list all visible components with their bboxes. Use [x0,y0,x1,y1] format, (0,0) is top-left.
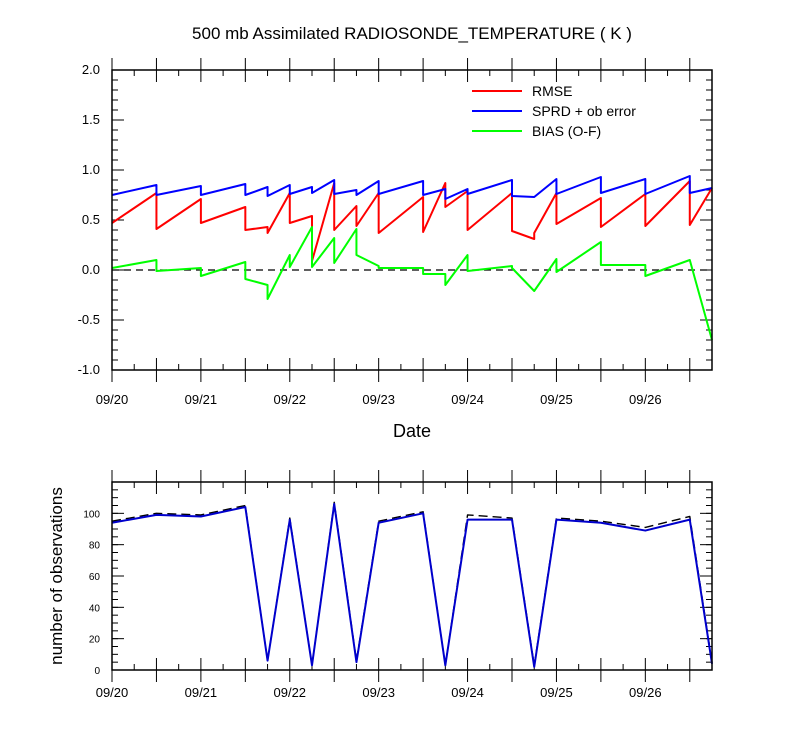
x-tick-label: 09/21 [185,685,218,700]
x-tick-label: 09/22 [274,392,307,407]
top-plot-frame [111,69,713,371]
bottom-series-lines [111,501,713,668]
y-tick-label: 20 [89,635,101,646]
top-y-tick-labels: 2.0 1.5 1.0 0.5 0.0 -0.5 -1.0 [78,62,100,377]
x-tick-label: 09/22 [274,685,307,700]
y-tick-label: 2.0 [82,62,100,77]
legend: RMSE SPRD + ob error BIAS (O-F) [472,83,636,139]
y-tick-label: 80 [89,541,101,552]
bottom-y-tick-labels: 0 20 40 60 80 100 [83,509,100,677]
top-x-tick-labels: 09/20 09/21 09/22 09/23 09/24 09/25 09/26 [96,392,662,407]
y-tick-label: 1.5 [82,112,100,127]
legend-label: RMSE [532,83,572,99]
x-tick-label: 09/24 [451,392,484,407]
x-tick-label: 09/21 [185,392,218,407]
legend-label: SPRD + ob error [532,103,636,119]
x-tick-label: 09/23 [362,392,395,407]
x-tick-label: 09/24 [451,685,484,700]
top-series-lines [111,175,713,341]
y-tick-label: 60 [89,572,101,583]
top-panel: 500 mb Assimilated RADIOSONDE_TEMPERATUR… [78,24,713,441]
legend-label: BIAS (O-F) [532,123,601,139]
y-tick-label: 0.0 [82,262,100,277]
bottom-axis-ticks [111,470,713,682]
y-tick-label: -0.5 [78,312,100,327]
y-tick-label: 0 [94,666,100,677]
series-line-bias-o-f [111,226,713,341]
series-line-assimilated [111,502,713,668]
chart-title: 500 mb Assimilated RADIOSONDE_TEMPERATUR… [192,24,632,43]
y-tick-label: -1.0 [78,362,100,377]
bottom-plot-frame [111,481,713,671]
x-tick-label: 09/26 [629,685,662,700]
x-axis-label: Date [393,421,431,441]
y-tick-label: 0.5 [82,212,100,227]
series-line-rmse [111,180,713,262]
series-line-sprd-ob-error [111,175,713,200]
x-tick-label: 09/20 [96,392,129,407]
x-tick-label: 09/20 [96,685,129,700]
bottom-x-tick-labels: 09/20 09/21 09/22 09/23 09/24 09/25 09/26 [96,685,662,700]
x-tick-label: 09/26 [629,392,662,407]
y-axis-label: number of observations [47,487,66,665]
y-tick-label: 100 [83,509,100,520]
x-tick-label: 09/25 [540,392,573,407]
x-tick-label: 09/23 [362,685,395,700]
y-tick-label: 1.0 [82,162,100,177]
x-tick-label: 09/25 [540,685,573,700]
y-tick-label: 40 [89,603,101,614]
